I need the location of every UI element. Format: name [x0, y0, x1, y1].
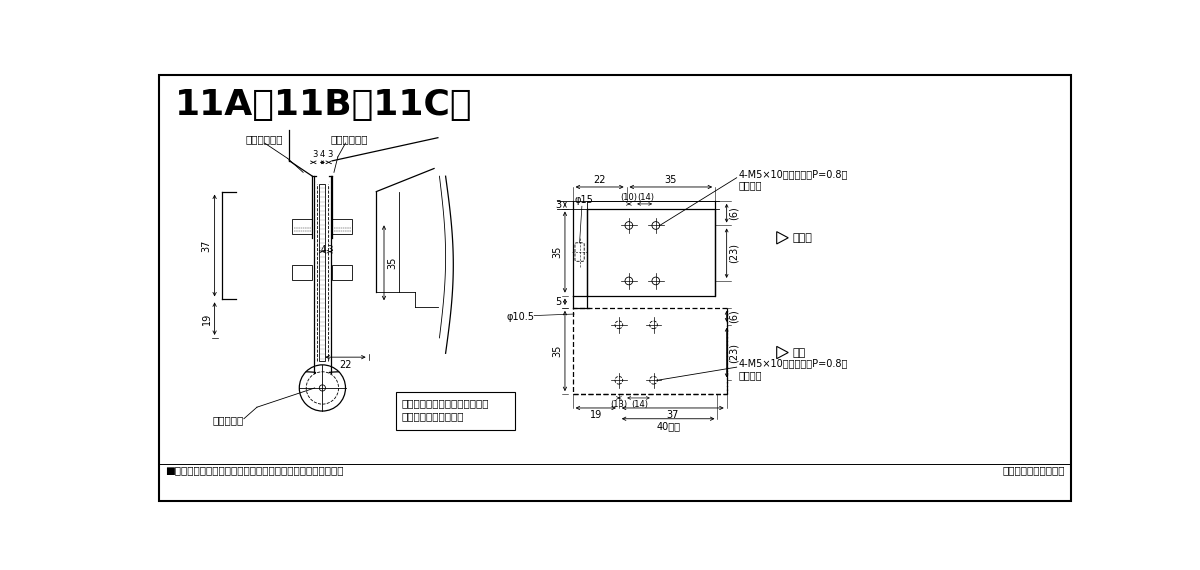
Text: セットネジ: セットネジ [212, 416, 244, 425]
Bar [587, 209, 715, 296]
Text: セットネジは軸の抜止めです。: セットネジは軸の抜止めです。 [402, 398, 490, 408]
Bar [332, 264, 353, 280]
Text: φ10.5: φ10.5 [506, 312, 534, 322]
Text: (13): (13) [611, 400, 628, 409]
Text: (23): (23) [728, 243, 739, 263]
Text: (10): (10) [620, 193, 637, 202]
Text: 4: 4 [320, 245, 325, 254]
Bar [572, 308, 727, 394]
Text: 裏板（別途）: 裏板（別途） [246, 135, 283, 144]
Text: ドア側: ドア側 [792, 233, 812, 243]
Text: 本図は右開きを示す。: 本図は右開きを示す。 [1003, 465, 1066, 475]
Text: (23): (23) [728, 343, 739, 363]
Text: 4: 4 [319, 150, 325, 159]
Polygon shape [776, 231, 788, 244]
Text: 3: 3 [312, 150, 317, 159]
Text: (6): (6) [728, 310, 739, 323]
Text: ■タップ型は（　）内寸法にて製作出来ます。（オプション）: ■タップ型は（ ）内寸法にて製作出来ます。（オプション） [166, 465, 344, 475]
Text: (6): (6) [728, 206, 739, 220]
Text: 22: 22 [340, 360, 352, 370]
Text: 37: 37 [666, 410, 679, 420]
Text: (14): (14) [631, 400, 648, 409]
Text: (14): (14) [637, 193, 655, 202]
Text: 枚側: 枚側 [792, 348, 805, 357]
Bar [332, 218, 353, 234]
Text: 19: 19 [589, 410, 602, 420]
Text: 19: 19 [202, 312, 211, 325]
Text: 11A・11B・11C用: 11A・11B・11C用 [174, 88, 472, 121]
Bar [319, 184, 325, 361]
Text: 4-M5×10皿小ネジ（P=0.8）: 4-M5×10皿小ネジ（P=0.8） [738, 169, 847, 179]
FancyBboxPatch shape [575, 243, 584, 261]
Bar [587, 201, 715, 209]
Text: （別途）: （別途） [738, 370, 762, 380]
Text: 37: 37 [202, 239, 211, 252]
Bar [396, 392, 515, 430]
Text: 22: 22 [593, 174, 606, 185]
Text: 35: 35 [388, 256, 397, 269]
Bar [293, 264, 312, 280]
Text: 4-M5×10皿小ネジ（P=0.8）: 4-M5×10皿小ネジ（P=0.8） [738, 359, 847, 368]
Text: φ15: φ15 [575, 196, 594, 205]
Text: 3: 3 [328, 245, 332, 254]
Text: 3: 3 [556, 200, 562, 210]
Text: 35: 35 [552, 345, 562, 357]
Text: 5: 5 [556, 297, 562, 307]
Text: （別途）: （別途） [738, 181, 762, 190]
Text: 裏板（別途）: 裏板（別途） [331, 135, 368, 144]
Text: 必ず締込んで下さい。: 必ず締込んで下さい。 [402, 411, 464, 421]
Text: 40以上: 40以上 [656, 421, 680, 431]
Text: 35: 35 [665, 174, 677, 185]
Polygon shape [776, 347, 788, 359]
Bar [293, 218, 312, 234]
Text: 35: 35 [552, 246, 562, 258]
Text: 3: 3 [328, 150, 332, 159]
